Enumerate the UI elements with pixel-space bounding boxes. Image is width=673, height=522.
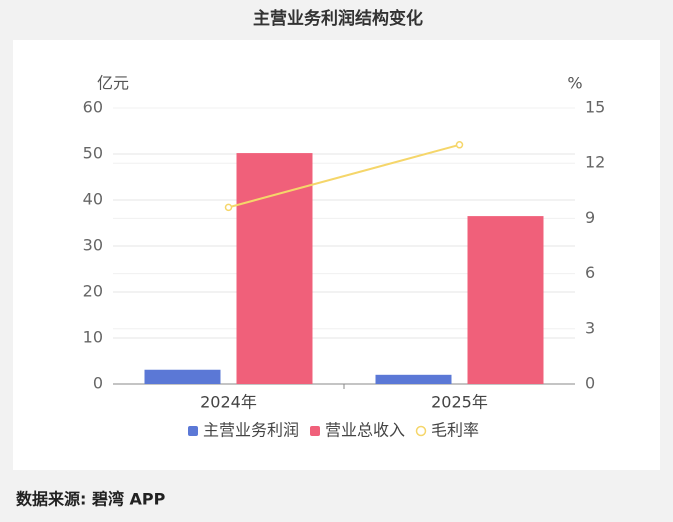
bar: [375, 374, 452, 384]
y2-tick-label: 9: [585, 208, 595, 227]
y-tick-label: 50: [83, 144, 103, 163]
source: 数据来源: 碧湾 APP: [16, 490, 166, 509]
legend-icon: [415, 425, 427, 437]
y-tick-label: 60: [83, 98, 103, 117]
x-tick-label: 2025年: [431, 393, 488, 412]
legend-label: 毛利率: [431, 421, 479, 440]
y-tick-label: 10: [83, 328, 103, 347]
legend-label: 营业总收入: [325, 421, 405, 440]
y-tick-label: 0: [93, 374, 103, 393]
bar: [467, 216, 544, 384]
line: [228, 143, 460, 209]
y-tick-label: 40: [83, 190, 103, 209]
y2-tick-label: 12: [585, 153, 605, 172]
panel: [13, 40, 660, 470]
line-point: [455, 141, 464, 149]
y2-tick-label: 3: [585, 318, 595, 337]
legend-icon: [188, 426, 198, 436]
bar: [144, 369, 221, 384]
x-tick-label: 2024年: [200, 393, 257, 412]
y2-tick-label: 15: [585, 98, 605, 117]
bar: [236, 153, 313, 384]
y2-tick-label: 0: [585, 374, 595, 393]
legend-label: 主营业务利润: [203, 421, 299, 440]
y-tick-label: 30: [83, 236, 103, 255]
y2-tick-label: 6: [585, 263, 595, 282]
y-unit: 亿元: [97, 74, 129, 93]
chart-title: 主营业务利润结构变化: [253, 8, 423, 29]
line-point: [224, 203, 233, 212]
y-tick-label: 20: [83, 282, 103, 301]
legend-icon: [310, 426, 320, 436]
y2-unit: %: [567, 74, 582, 93]
